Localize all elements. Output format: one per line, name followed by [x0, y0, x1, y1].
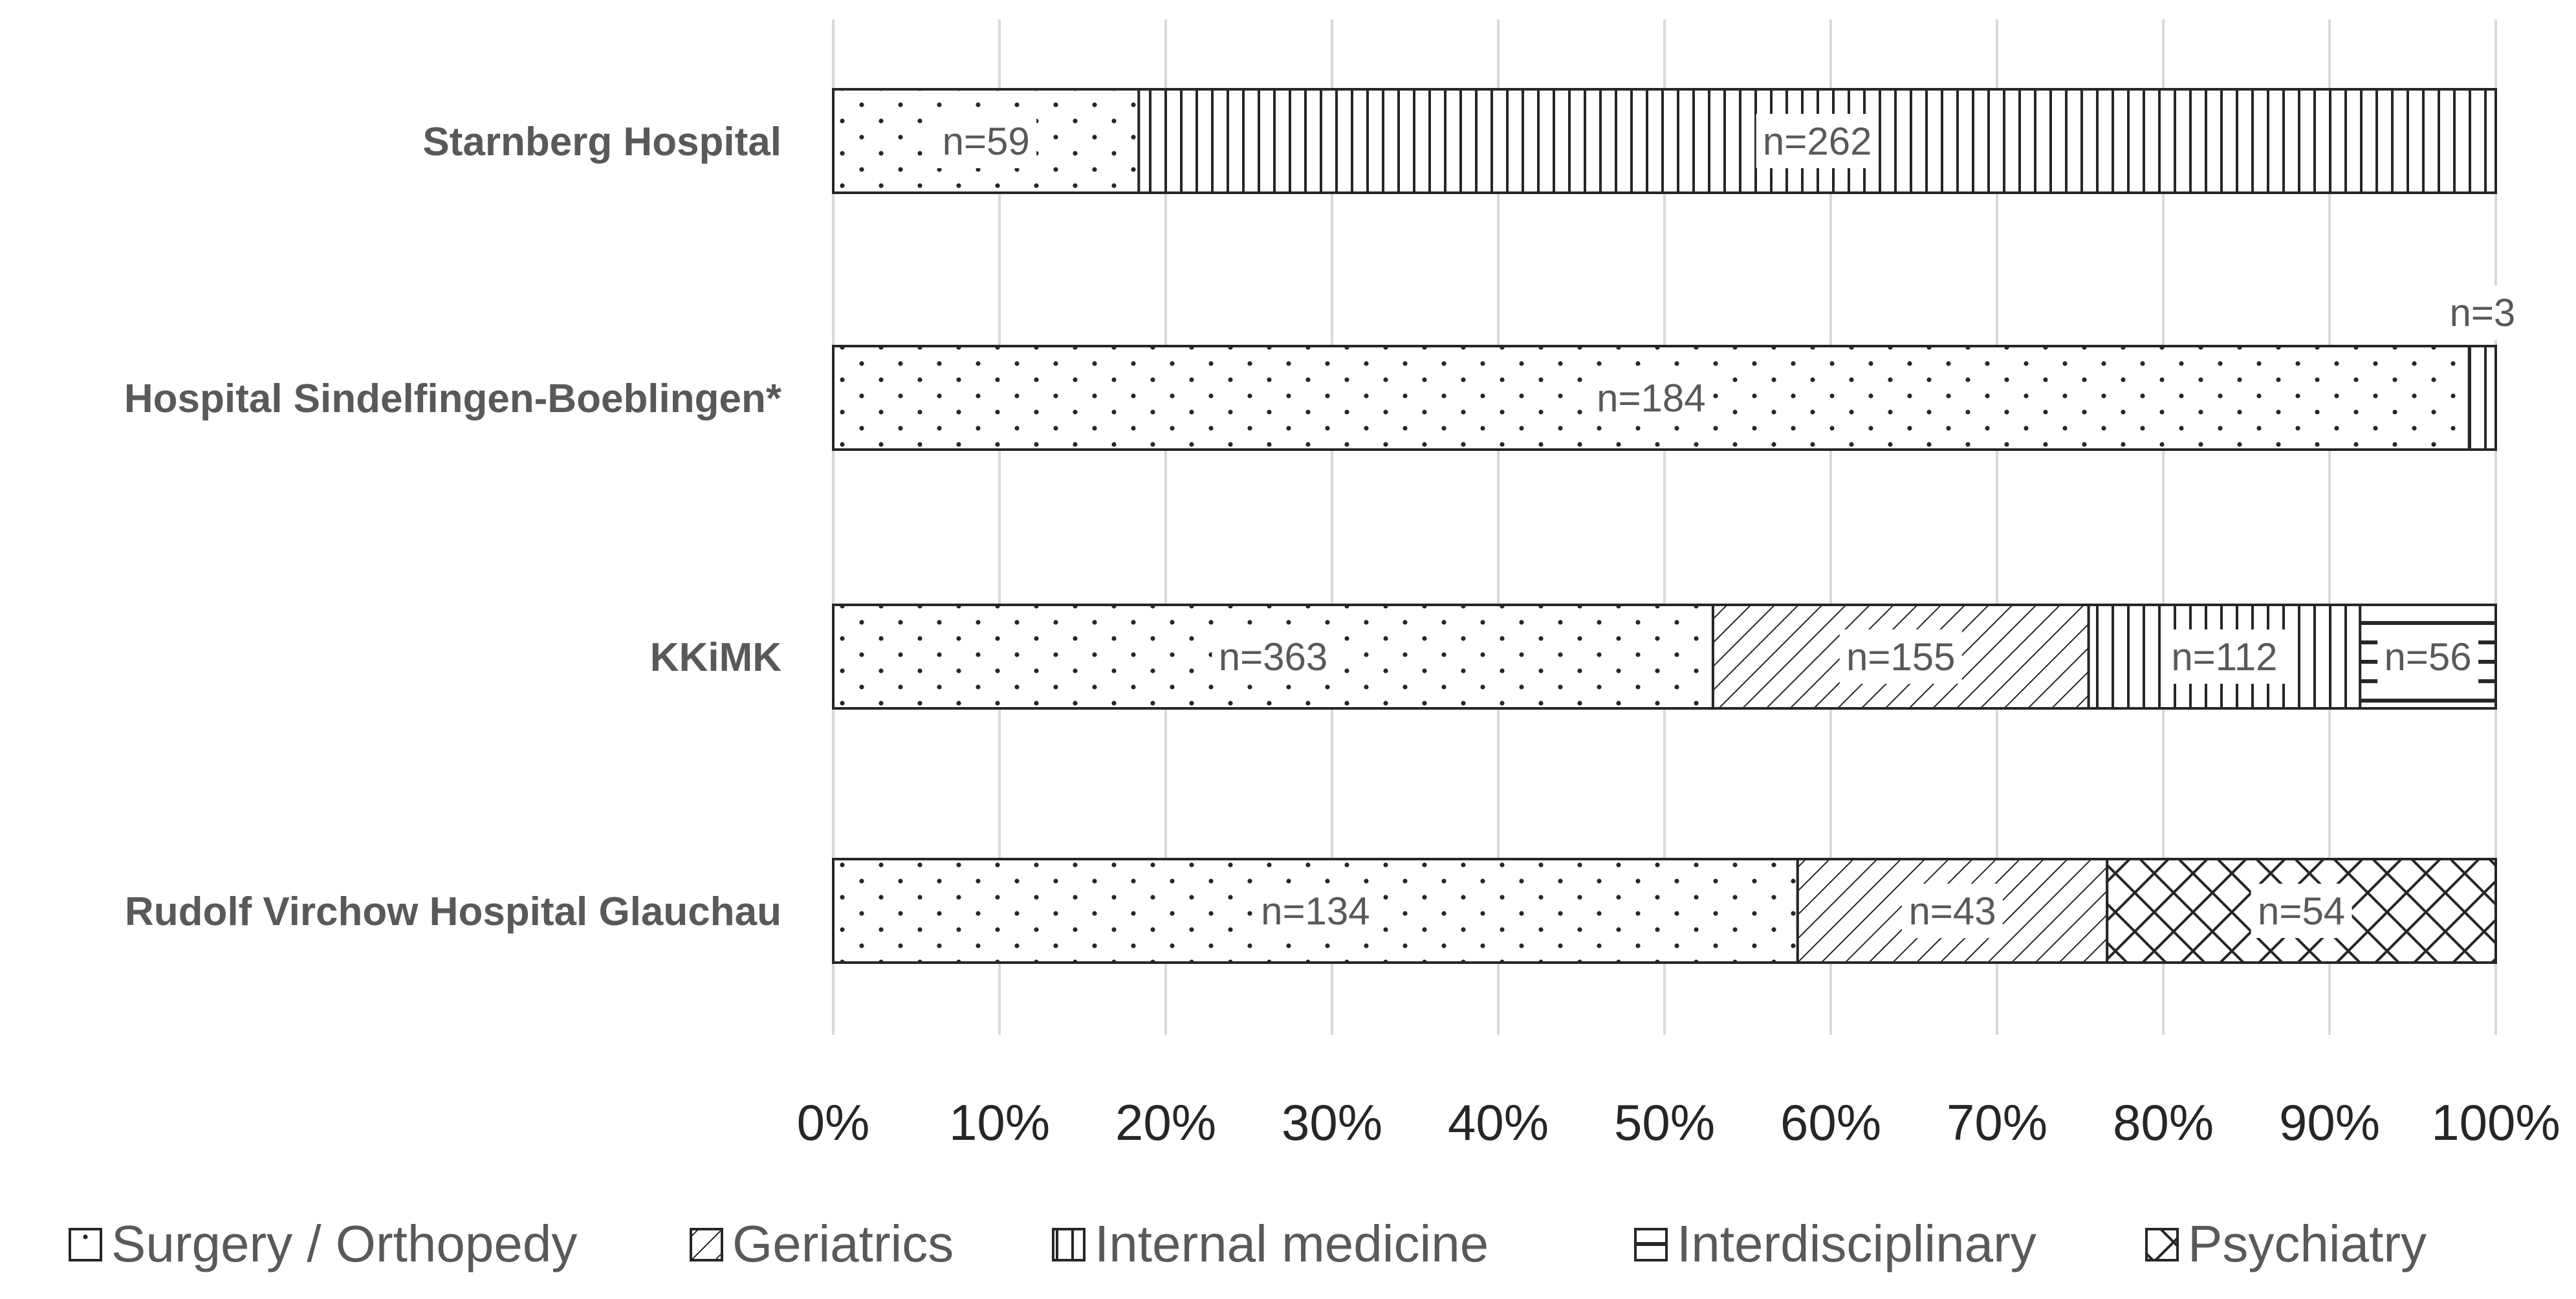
bars: n=59 n=262 n=184 n=3 n=363 n=155 n=112 n=56 n=13…: [832, 88, 2522, 964]
data-label-background: [1254, 884, 1377, 938]
x-tick-label: 50%: [1614, 1094, 1715, 1151]
data-label: n=155: [1846, 635, 1956, 679]
legend: Surgery / Orthopedy Geriatrics Internal me…: [69, 1215, 2427, 1272]
data-label-background: [1212, 629, 1335, 684]
data-label-background: [1756, 114, 1879, 168]
data-label-background: [2163, 629, 2286, 684]
legend-swatch: [69, 1228, 102, 1261]
legend-label: Interdisciplinary: [1677, 1215, 2036, 1272]
data-label-background: [1589, 371, 1712, 425]
legend-swatch: [690, 1228, 723, 1261]
legend-label: Surgery / Orthopedy: [111, 1215, 577, 1272]
data-label: n=56: [2385, 635, 2472, 679]
data-label: n=43: [1908, 890, 1996, 933]
data-label: n=134: [1261, 890, 1370, 933]
legend-label: Psychiatry: [2188, 1215, 2427, 1272]
legend-label: Geriatrics: [732, 1215, 954, 1272]
legend-swatch: [1634, 1228, 1668, 1261]
bar-segment: [2467, 345, 2497, 451]
data-label-background: [935, 114, 1037, 168]
legend-swatch: [2145, 1228, 2179, 1261]
legend-swatch: [1052, 1228, 1086, 1261]
x-tick-label: 70%: [1947, 1094, 2047, 1151]
data-label: n=112: [2171, 635, 2277, 679]
data-label-background: [1839, 629, 1962, 684]
data-label-background: [2377, 629, 2479, 684]
x-tick-label: 80%: [2113, 1094, 2214, 1151]
data-label: n=3: [2449, 291, 2515, 334]
data-label-background: [2442, 285, 2522, 340]
data-label: n=184: [1597, 377, 1706, 420]
legend-label: Internal medicine: [1095, 1215, 1489, 1272]
category-label: KKiMK: [650, 635, 781, 680]
x-tick-label: 100%: [2431, 1094, 2560, 1151]
data-label-background: [2251, 884, 2352, 938]
x-tick-label: 90%: [2279, 1094, 2380, 1151]
x-tick-label: 20%: [1115, 1094, 1216, 1151]
x-tick-label: 0%: [797, 1094, 870, 1151]
x-tick-label: 60%: [1780, 1094, 1881, 1151]
category-label: Rudolf Virchow Hospital Glauchau: [125, 890, 781, 934]
data-label: n=59: [943, 120, 1030, 163]
category-label: Starnberg Hospital: [422, 120, 781, 164]
category-label: Hospital Sindelfingen-Boeblingen*: [124, 377, 782, 421]
x-axis-ticks: 0% 10% 20% 30% 40% 50% 60% 70% 80% 90% 100%: [797, 1094, 2560, 1151]
x-tick-label: 10%: [949, 1094, 1050, 1151]
x-tick-label: 40%: [1448, 1094, 1549, 1151]
data-label: n=262: [1763, 120, 1872, 163]
data-label-background: [1902, 884, 2003, 938]
category-labels: Starnberg Hospital Hospital Sindelfingen-…: [124, 120, 782, 934]
data-label: n=54: [2258, 890, 2345, 933]
data-label: n=363: [1219, 635, 1328, 679]
x-tick-label: 30%: [1282, 1094, 1382, 1151]
